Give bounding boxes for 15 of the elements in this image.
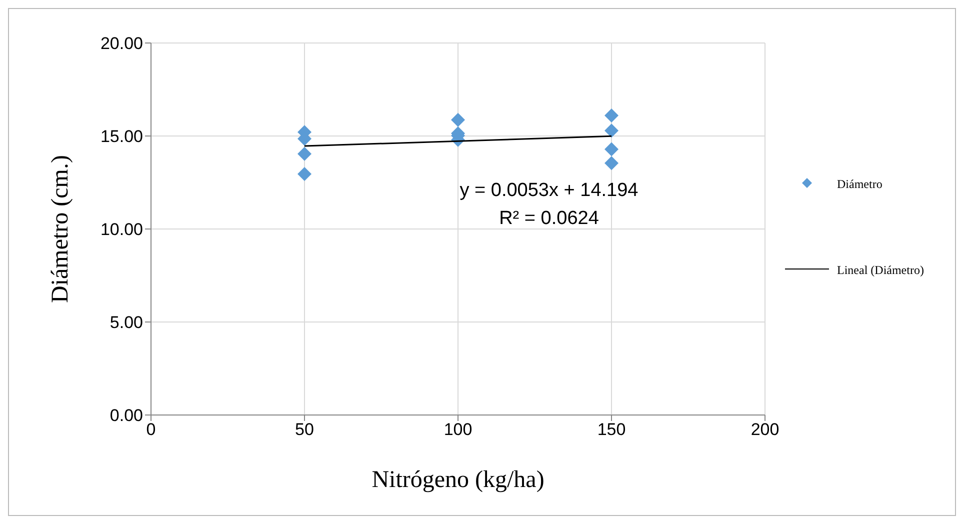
y-tick-label: 15.00	[100, 127, 143, 146]
y-axis-title: Diámetro (cm.)	[48, 155, 74, 303]
x-tick-label: 0	[146, 420, 156, 440]
y-tick-label: 20.00	[100, 34, 143, 54]
y-tick-label: 0.00	[110, 406, 143, 426]
x-tick-label: 100	[444, 420, 472, 440]
y-tick-label: 5.00	[110, 313, 143, 332]
x-axis-title: Nitrógeno (kg/ha)	[372, 467, 544, 493]
legend-label: Lineal (Diámetro)	[837, 262, 924, 278]
x-tick-label: 150	[597, 420, 626, 440]
annotation: y = 0.0053x + 14.194 R² = 0.0624	[458, 179, 640, 231]
x-tick-label: 50	[295, 420, 314, 440]
x-tick-label: 200	[750, 420, 780, 440]
legend-label: Diámetro	[837, 176, 882, 192]
y-tick-label: 10.00	[100, 220, 143, 240]
